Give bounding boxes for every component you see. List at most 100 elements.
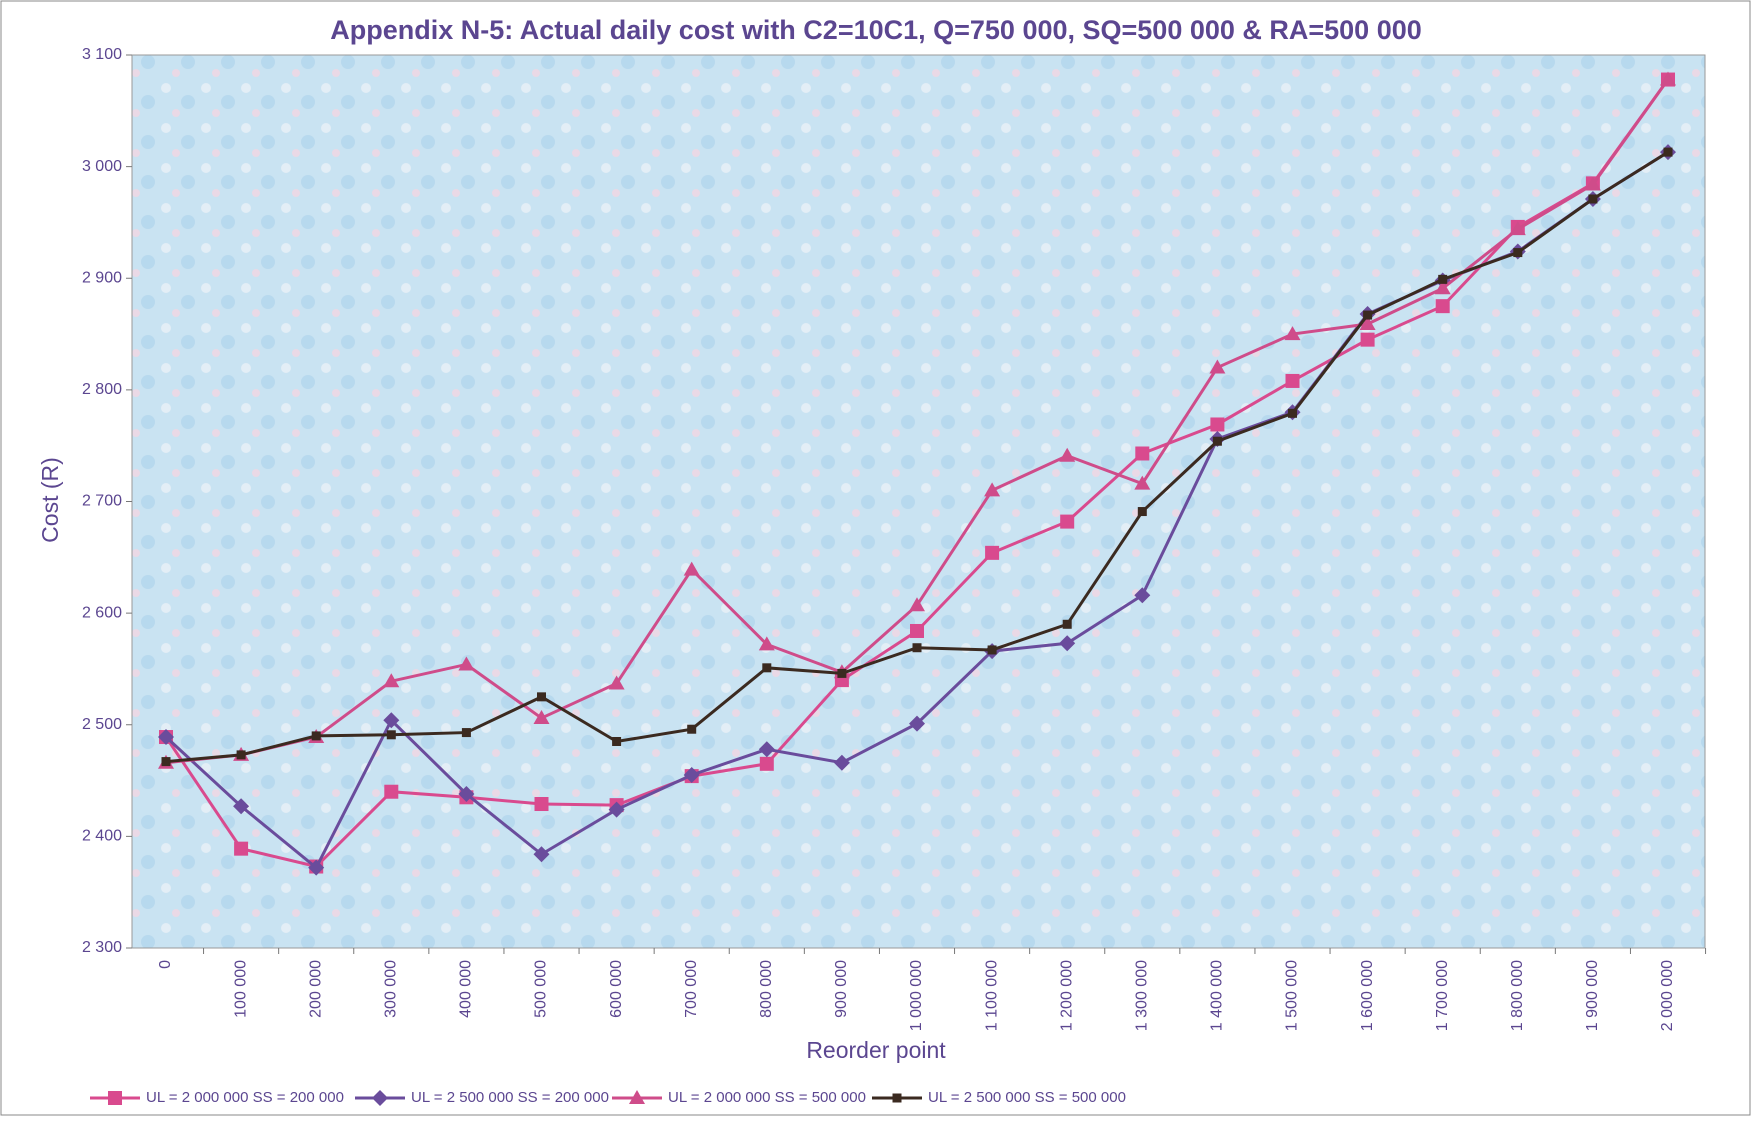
legend-label: UL = 2 000 000 SS = 200 000: [146, 1089, 344, 1106]
legend-label: UL = 2 500 000 SS = 500 000: [928, 1089, 1126, 1106]
x-tick-label: 1 500 000: [1284, 960, 1301, 1031]
marker: [1438, 274, 1448, 284]
x-tick-label: 400 000: [458, 960, 475, 1018]
marker: [1059, 635, 1076, 652]
y-tick-label: 2 500: [82, 716, 122, 733]
marker: [384, 784, 399, 799]
marker: [386, 730, 396, 740]
marker: [158, 729, 174, 746]
marker: [629, 1090, 645, 1104]
marker: [458, 785, 475, 802]
marker: [985, 545, 1000, 560]
marker: [683, 766, 700, 783]
x-tick-label: 800 000: [758, 960, 775, 1018]
marker: [458, 656, 475, 671]
marker: [533, 846, 550, 863]
marker: [1209, 359, 1226, 374]
y-tick-label: 2 300: [82, 939, 122, 956]
x-tick-label: 0: [157, 960, 174, 969]
marker: [461, 728, 471, 738]
x-tick-label: 700 000: [683, 960, 700, 1018]
marker: [984, 482, 1001, 497]
marker: [909, 597, 925, 612]
y-tick-label: 2 900: [82, 269, 122, 286]
marker: [759, 756, 774, 771]
marker: [1513, 248, 1523, 258]
marker: [1663, 147, 1673, 157]
y-axis-title: Cost (R): [37, 457, 63, 543]
x-tick-label: 200 000: [307, 960, 324, 1018]
x-tick-label: 1 000 000: [908, 960, 925, 1031]
y-tick-label: 2 800: [82, 381, 122, 398]
marker: [909, 715, 925, 732]
marker: [1363, 310, 1373, 320]
marker: [1135, 446, 1150, 461]
marker: [161, 757, 171, 767]
chart-title: Appendix N-5: Actual daily cost with C2=…: [330, 15, 1422, 45]
marker: [1588, 194, 1598, 204]
marker: [608, 675, 625, 690]
x-tick-label: 1 400 000: [1209, 960, 1226, 1031]
marker: [1212, 436, 1222, 446]
marker: [1584, 176, 1601, 191]
x-tick-label: 900 000: [833, 960, 850, 1018]
x-tick-label: 500 000: [533, 960, 550, 1018]
plot-area: [131, 54, 1706, 949]
marker: [383, 712, 400, 729]
marker: [108, 1091, 122, 1105]
x-tick-label: 1 600 000: [1359, 960, 1376, 1031]
marker: [1509, 221, 1526, 236]
marker: [1288, 408, 1297, 418]
marker: [608, 801, 625, 818]
marker: [837, 668, 847, 678]
y-tick-label: 2 600: [82, 604, 122, 621]
x-tick-label: 2 000 000: [1659, 960, 1676, 1031]
x-tick-label: 1 100 000: [983, 960, 1000, 1031]
marker: [1134, 587, 1151, 604]
marker: [683, 561, 700, 576]
legend-item: UL = 2 500 000 SS = 200 000: [355, 1089, 609, 1106]
marker: [912, 643, 922, 653]
marker: [892, 1093, 902, 1103]
marker: [1059, 447, 1076, 462]
marker: [537, 692, 546, 702]
legend-item: UL = 2 000 000 SS = 500 000: [612, 1089, 866, 1106]
marker: [372, 1090, 388, 1106]
marker: [612, 736, 622, 746]
legend-item: UL = 2 000 000 SS = 200 000: [90, 1089, 344, 1106]
marker: [308, 859, 325, 876]
marker: [1435, 299, 1450, 314]
marker: [1660, 71, 1676, 86]
marker: [762, 663, 772, 673]
marker: [1210, 417, 1225, 432]
marker: [311, 731, 321, 741]
marker: [687, 724, 697, 734]
marker: [1284, 326, 1301, 341]
marker: [534, 797, 549, 812]
marker: [758, 636, 775, 651]
marker: [236, 750, 246, 760]
x-tick-label: 1 300 000: [1134, 960, 1151, 1031]
y-tick-label: 3 100: [82, 46, 122, 63]
marker: [1060, 514, 1075, 529]
x-tick-label: 300 000: [383, 960, 400, 1018]
marker: [1062, 619, 1072, 629]
marker: [383, 673, 400, 688]
marker: [1285, 373, 1300, 388]
y-tick-label: 3 000: [82, 158, 122, 175]
marker: [1434, 280, 1451, 295]
marker: [233, 798, 250, 815]
legend-label: UL = 2 500 000 SS = 200 000: [411, 1089, 609, 1106]
marker: [1359, 316, 1376, 331]
y-tick-label: 2 400: [82, 828, 122, 845]
x-axis-title: Reorder point: [806, 1037, 946, 1063]
y-tick-label: 2 700: [82, 493, 122, 510]
marker: [1134, 475, 1151, 490]
x-tick-label: 1 900 000: [1584, 960, 1601, 1031]
x-tick-label: 1 800 000: [1509, 960, 1526, 1031]
marker: [910, 623, 924, 638]
legend-label: UL = 2 000 000 SS = 500 000: [668, 1089, 866, 1106]
x-tick-label: 1 700 000: [1434, 960, 1451, 1031]
x-tick-label: 600 000: [608, 960, 625, 1018]
